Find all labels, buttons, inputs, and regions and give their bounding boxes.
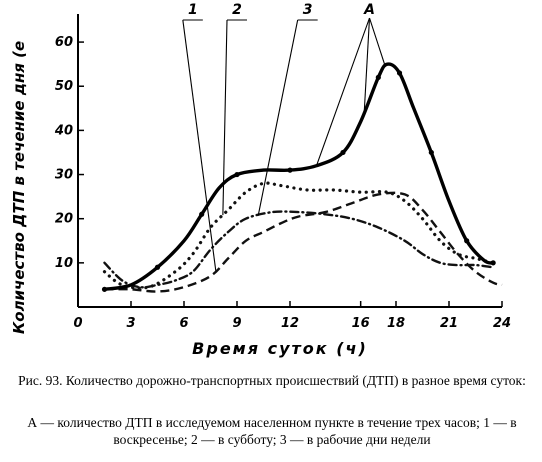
axes (77, 14, 503, 308)
data-point (490, 260, 496, 266)
leader-line (363, 17, 371, 113)
x-axis-label: Время суток (ч) (192, 339, 368, 358)
y-tick-label: 20 (55, 212, 73, 227)
leader-line (315, 17, 371, 166)
y-tick-label: 10 (55, 256, 73, 271)
series-line-3 (103, 210, 495, 289)
data-point (154, 264, 161, 270)
series-markers: 1 2 3 А (182, 2, 386, 271)
series-line-4 (102, 62, 495, 291)
data-point (101, 286, 108, 292)
data-point (464, 238, 470, 244)
series-marker-label: А (363, 2, 375, 18)
data-point (287, 167, 293, 173)
figure-caption-legend: А — количество ДТП в исследуемом населен… (27, 415, 517, 447)
leader-line (182, 19, 217, 271)
y-axis-label: Количество ДТП в течение дня (е (10, 41, 28, 334)
y-tick-label: 60 (55, 35, 73, 50)
x-tick-label: 18 (387, 316, 405, 331)
data-point (199, 211, 205, 217)
leader-line (257, 19, 299, 216)
y-tick-label: 40 (54, 123, 73, 138)
series-marker-label: 3 (303, 2, 313, 18)
series-line-1 (104, 191, 503, 293)
data-point (375, 74, 381, 80)
x-tick-label: 24 (493, 316, 511, 331)
x-tick-label: 0 (73, 316, 82, 331)
x-tick-label: 3 (126, 316, 135, 331)
axis-labels: 0 3 6 9 12 16 18 21 24 10 20 30 40 50 60 Время суток (ч… (10, 35, 511, 358)
series-marker-label: 2 (232, 2, 242, 18)
data-point (396, 70, 403, 76)
x-tick-label: 21 (440, 316, 458, 331)
series-line-2 (102, 181, 495, 290)
series-marker-label: 1 (188, 2, 198, 18)
series-layer (101, 62, 503, 293)
data-point (428, 149, 434, 156)
x-tick-label: 16 (352, 316, 370, 331)
y-tick-label: 30 (55, 168, 73, 183)
data-point (340, 149, 346, 156)
data-point (234, 171, 240, 178)
x-tick-label: 6 (179, 316, 188, 331)
leader-line (222, 19, 228, 216)
leader-line (368, 17, 386, 67)
x-tick-label: 9 (232, 316, 241, 331)
y-tick-label: 50 (55, 79, 73, 94)
x-tick-label: 12 (281, 316, 299, 331)
figure-caption-title: Рис. 93. Количество дорожно-транспортных… (18, 373, 526, 388)
